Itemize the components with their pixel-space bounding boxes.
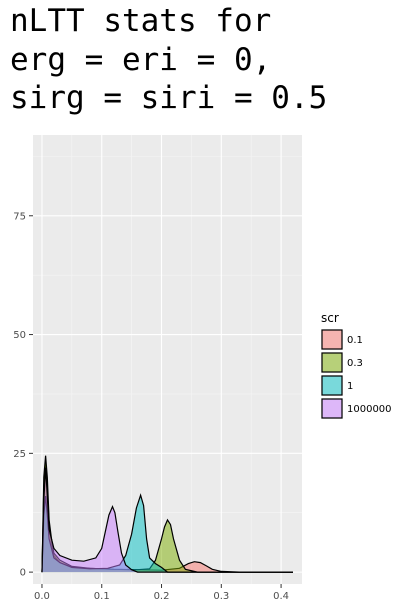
y-tick-label: 75 <box>13 211 26 222</box>
x-tick-label: 0.0 <box>34 591 50 602</box>
density-area-0.3 <box>42 455 293 573</box>
x-tick-label: 0.1 <box>94 591 110 602</box>
x-tick-label: 0.3 <box>213 591 229 602</box>
legend-swatch-1000000 <box>321 398 343 419</box>
y-tick-label: 25 <box>13 449 26 460</box>
x-tick-label: 0.4 <box>273 591 289 602</box>
legend-label: 1000000 <box>347 404 392 415</box>
legend-label: 0.3 <box>347 358 363 369</box>
density-line-1000000 <box>41 467 293 573</box>
legend-swatch-1 <box>321 375 343 396</box>
chart-title: nLTT stats for erg = eri = 0, sirg = sir… <box>10 3 328 116</box>
axes: 0.0 0.1 0.2 0.3 0.4 0 25 50 75 <box>13 211 289 602</box>
legend-title: scr <box>321 311 339 325</box>
legend: scr 0.1 0.3 1 1000000 <box>321 311 392 419</box>
x-tick-label: 0.2 <box>154 591 170 602</box>
legend-swatch-0.3 <box>321 352 343 373</box>
legend-label: 1 <box>347 381 353 392</box>
density-areas <box>41 455 293 573</box>
y-tick-label: 50 <box>13 330 26 341</box>
plot-panel <box>33 135 302 584</box>
legend-swatch-0.1 <box>321 329 343 350</box>
density-area-1000000 <box>42 467 293 573</box>
grid-minor <box>33 135 302 584</box>
y-tick-label: 0 <box>20 568 26 579</box>
legend-label: 0.1 <box>347 335 363 346</box>
